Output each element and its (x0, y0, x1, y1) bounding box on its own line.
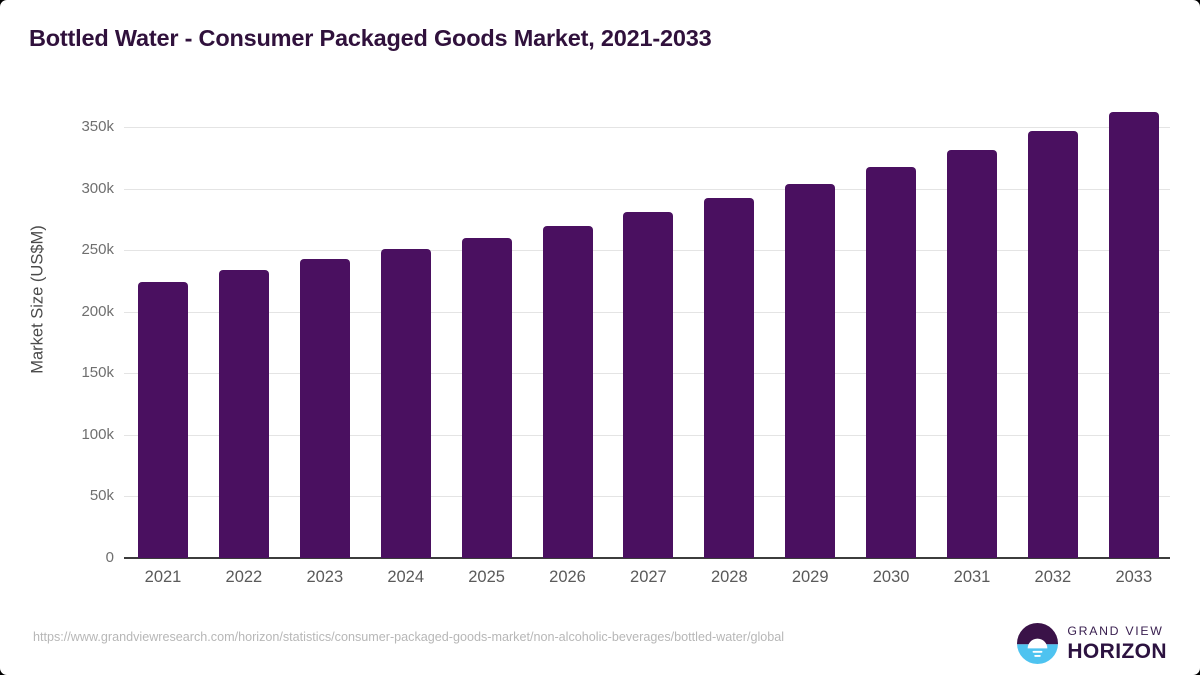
bar[interactable] (704, 198, 755, 558)
bar[interactable] (1108, 112, 1159, 558)
x-axis-tick-label: 2024 (387, 568, 425, 586)
bar[interactable] (1027, 131, 1078, 558)
bar[interactable] (299, 259, 350, 558)
y-axis-tick-label: 350k (81, 118, 114, 135)
bar[interactable] (785, 184, 836, 558)
x-axis-ticks: 2021 2022 2023 2024 2025 2026 2027 2028 2029 2030… (124, 568, 1170, 598)
gridline (124, 188, 1170, 190)
bar[interactable] (138, 281, 188, 558)
y-axis-tick-label: 300k (81, 179, 114, 197)
gridline (124, 127, 1170, 128)
horizon-logo-icon (1017, 623, 1059, 664)
x-axis-tick-label: 2022 (225, 568, 263, 586)
y-axis-tick-label: 250k (81, 241, 114, 259)
x-axis-tick-label: 2026 (549, 568, 586, 586)
bar[interactable] (542, 225, 593, 558)
x-axis-tick-label: 2033 (1115, 568, 1153, 586)
y-axis-tick-label: 50k (89, 487, 114, 505)
bar[interactable] (380, 248, 431, 558)
bar[interactable] (623, 211, 674, 558)
x-axis-tick-label: 2025 (468, 568, 505, 586)
y-axis-tick-label: 0 (105, 549, 114, 566)
x-axis-tick-label: 2027 (630, 568, 667, 586)
y-axis-tick-label: 150k (81, 364, 114, 382)
y-axis-tick-label: 200k (81, 302, 114, 320)
x-axis-tick-label: 2029 (791, 568, 829, 586)
x-axis-tick-label: 2021 (144, 568, 182, 586)
y-axis-tick-label: 100k (81, 425, 114, 443)
logo-wordmark: GRAND VIEW HORIZON (1067, 624, 1167, 663)
x-axis-tick-label: 2032 (1034, 568, 1072, 586)
bar-series (124, 110, 1170, 558)
bar[interactable] (461, 238, 512, 558)
logo-bottom-text: HORIZON (1067, 639, 1167, 663)
x-axis-tick-label: 2031 (953, 568, 991, 586)
page-title: Bottled Water - Consumer Packaged Goods … (29, 25, 712, 51)
x-axis-tick-label: 2023 (306, 568, 344, 586)
bar[interactable] (866, 167, 917, 558)
x-axis-tick-label: 2028 (710, 568, 748, 586)
source-url[interactable]: https://www.grandviewresearch.com/horizo… (33, 630, 785, 644)
bar[interactable] (947, 150, 997, 558)
bar[interactable] (218, 269, 269, 558)
logo-top-text: GRAND VIEW (1067, 624, 1164, 639)
x-axis-tick-label: 2030 (872, 568, 910, 586)
brand-logo[interactable]: GRAND VIEW HORIZON (1017, 623, 1167, 664)
